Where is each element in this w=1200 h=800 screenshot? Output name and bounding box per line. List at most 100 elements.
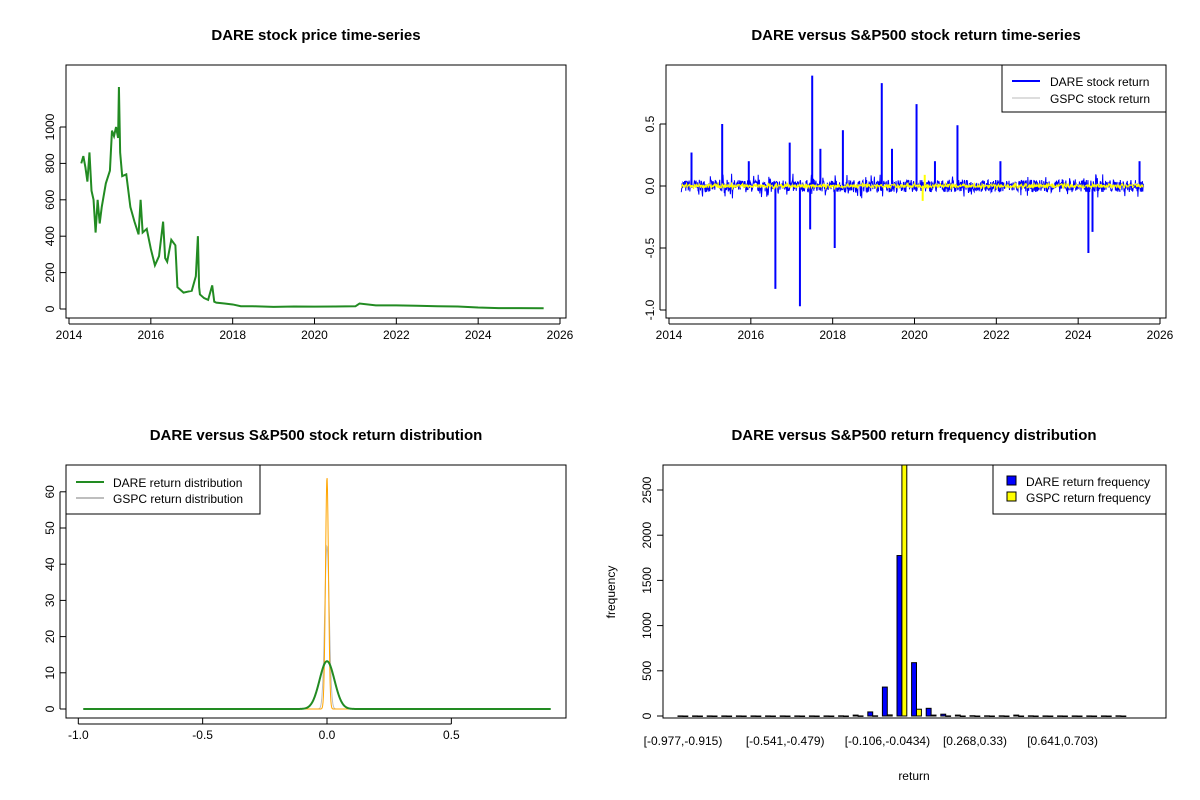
legend-label-1: GSPC return distribution bbox=[113, 492, 243, 506]
histogram-bar bbox=[1018, 715, 1025, 717]
legend-swatch-1 bbox=[1006, 491, 1017, 502]
histogram-bar bbox=[779, 715, 786, 717]
histogram-bar bbox=[750, 715, 757, 717]
y-tick-label-2: 0.0 bbox=[643, 177, 657, 194]
legend-box bbox=[1001, 64, 1167, 113]
histogram-bar bbox=[726, 715, 733, 717]
histogram-bar bbox=[911, 662, 917, 717]
y-tick-label-3: 1500 bbox=[640, 567, 654, 594]
histogram-bar bbox=[677, 715, 684, 717]
x-tick-label-6: 2026 bbox=[547, 328, 574, 342]
y-tick-label-3: 0.5 bbox=[643, 115, 657, 132]
legend-label-0: DARE return frequency bbox=[1026, 475, 1150, 489]
x-tick-label-1: -0.5 bbox=[192, 728, 213, 742]
histogram-bar bbox=[1057, 715, 1063, 717]
x-tick-label-1: 2016 bbox=[137, 328, 164, 342]
histogram-bar bbox=[984, 715, 990, 717]
histogram-bar bbox=[886, 714, 893, 717]
y-axis-label: frequency bbox=[604, 566, 618, 619]
legend-label-1: GSPC stock return bbox=[1050, 92, 1150, 106]
histogram-bar bbox=[857, 715, 864, 717]
chart-title-4: DARE versus S&P500 return frequency dist… bbox=[731, 427, 1096, 444]
histogram-bar bbox=[1003, 715, 1010, 717]
y-tick-label-4: 2000 bbox=[640, 522, 654, 549]
histogram-bar bbox=[1091, 715, 1098, 717]
histogram-bar bbox=[1100, 715, 1107, 717]
chart-title-1: DARE stock price time-series bbox=[211, 27, 420, 44]
y-tick-label-1: -0.5 bbox=[643, 237, 657, 258]
legend-box bbox=[992, 464, 1167, 515]
histogram-bar bbox=[1047, 715, 1054, 717]
x-tick-label-2: 2018 bbox=[219, 328, 246, 342]
histogram-bar bbox=[1115, 715, 1122, 717]
histogram-bar bbox=[1032, 715, 1039, 717]
histogram-bar bbox=[721, 715, 728, 717]
histogram-bar bbox=[930, 714, 937, 717]
histogram-bar bbox=[692, 715, 698, 717]
y-tick-label-0: 0 bbox=[43, 705, 57, 712]
x-tick-label-4: [0.641,0.703) bbox=[1027, 734, 1098, 748]
y-tick-label-5: 50 bbox=[43, 521, 57, 535]
histogram-bar bbox=[1062, 715, 1068, 717]
legend-swatch-0 bbox=[1006, 475, 1017, 486]
histogram-bar bbox=[1027, 715, 1034, 717]
density-line-2 bbox=[302, 478, 352, 710]
y-tick-label-3: 600 bbox=[43, 189, 57, 209]
y-tick-label-0: -1.0 bbox=[643, 299, 657, 320]
legend-label-1: GSPC return frequency bbox=[1026, 491, 1151, 505]
histogram-bar bbox=[954, 714, 961, 717]
x-axis-label: return bbox=[898, 769, 929, 783]
x-tick-label-3: 0.5 bbox=[443, 728, 460, 742]
legend-label-0: DARE return distribution bbox=[113, 476, 242, 490]
x-tick-label-1: [-0.541,-0.479) bbox=[746, 734, 825, 748]
y-tick-label-3: 30 bbox=[43, 593, 57, 607]
y-tick-label-5: 2500 bbox=[640, 476, 654, 503]
plot-frame-4 bbox=[662, 464, 1167, 719]
histogram-bar bbox=[1042, 715, 1049, 717]
histogram-bar bbox=[838, 715, 844, 717]
histogram-bar bbox=[881, 686, 888, 717]
histogram-bar bbox=[799, 715, 806, 717]
y-tick-label-4: 800 bbox=[43, 153, 57, 173]
histogram-bar bbox=[872, 715, 879, 717]
histogram-bar bbox=[682, 715, 689, 717]
y-tick-label-2: 1000 bbox=[640, 612, 654, 639]
histogram-bar bbox=[808, 715, 815, 717]
x-tick-label-2: [-0.106,-0.0434) bbox=[845, 734, 930, 748]
histogram-bar bbox=[794, 715, 801, 717]
histogram-bar bbox=[959, 715, 966, 717]
price-line bbox=[80, 86, 544, 310]
histogram-bar bbox=[901, 464, 908, 717]
x-tick-label-2: 2018 bbox=[819, 328, 846, 342]
y-tick-label-6: 60 bbox=[43, 485, 57, 499]
legend-label-0: DARE stock return bbox=[1050, 75, 1149, 89]
histogram-bar bbox=[823, 715, 830, 717]
x-tick-label-3: 2020 bbox=[901, 328, 928, 342]
histogram-bar bbox=[828, 715, 835, 717]
histogram-bar bbox=[896, 555, 903, 717]
density-line-1 bbox=[83, 544, 551, 710]
chart-title-3: DARE versus S&P500 stock return distribu… bbox=[150, 427, 483, 444]
y-tick-label-5: 1000 bbox=[43, 113, 57, 140]
histogram-bar bbox=[989, 715, 995, 717]
histogram-bar bbox=[940, 713, 947, 717]
y-tick-label-1: 200 bbox=[43, 262, 57, 282]
histogram-bar bbox=[711, 715, 718, 717]
histogram-bar bbox=[1071, 715, 1078, 717]
x-tick-label-3: [0.268,0.33) bbox=[943, 734, 1007, 748]
histogram-bar bbox=[1076, 715, 1083, 717]
histogram-bar bbox=[706, 715, 713, 717]
x-tick-label-5: 2024 bbox=[1065, 328, 1092, 342]
x-tick-label-4: 2022 bbox=[983, 328, 1010, 342]
histogram-bar bbox=[813, 715, 820, 717]
histogram-bar bbox=[735, 715, 742, 717]
histogram-bar bbox=[1120, 715, 1127, 717]
x-tick-label-0: [-0.977,-0.915) bbox=[644, 734, 723, 748]
histogram-bar bbox=[1105, 715, 1112, 717]
y-tick-label-4: 40 bbox=[43, 557, 57, 571]
histogram-bar bbox=[1013, 714, 1020, 717]
x-tick-label-4: 2022 bbox=[383, 328, 410, 342]
x-tick-label-0: 2014 bbox=[56, 328, 83, 342]
histogram-bar bbox=[755, 715, 762, 717]
